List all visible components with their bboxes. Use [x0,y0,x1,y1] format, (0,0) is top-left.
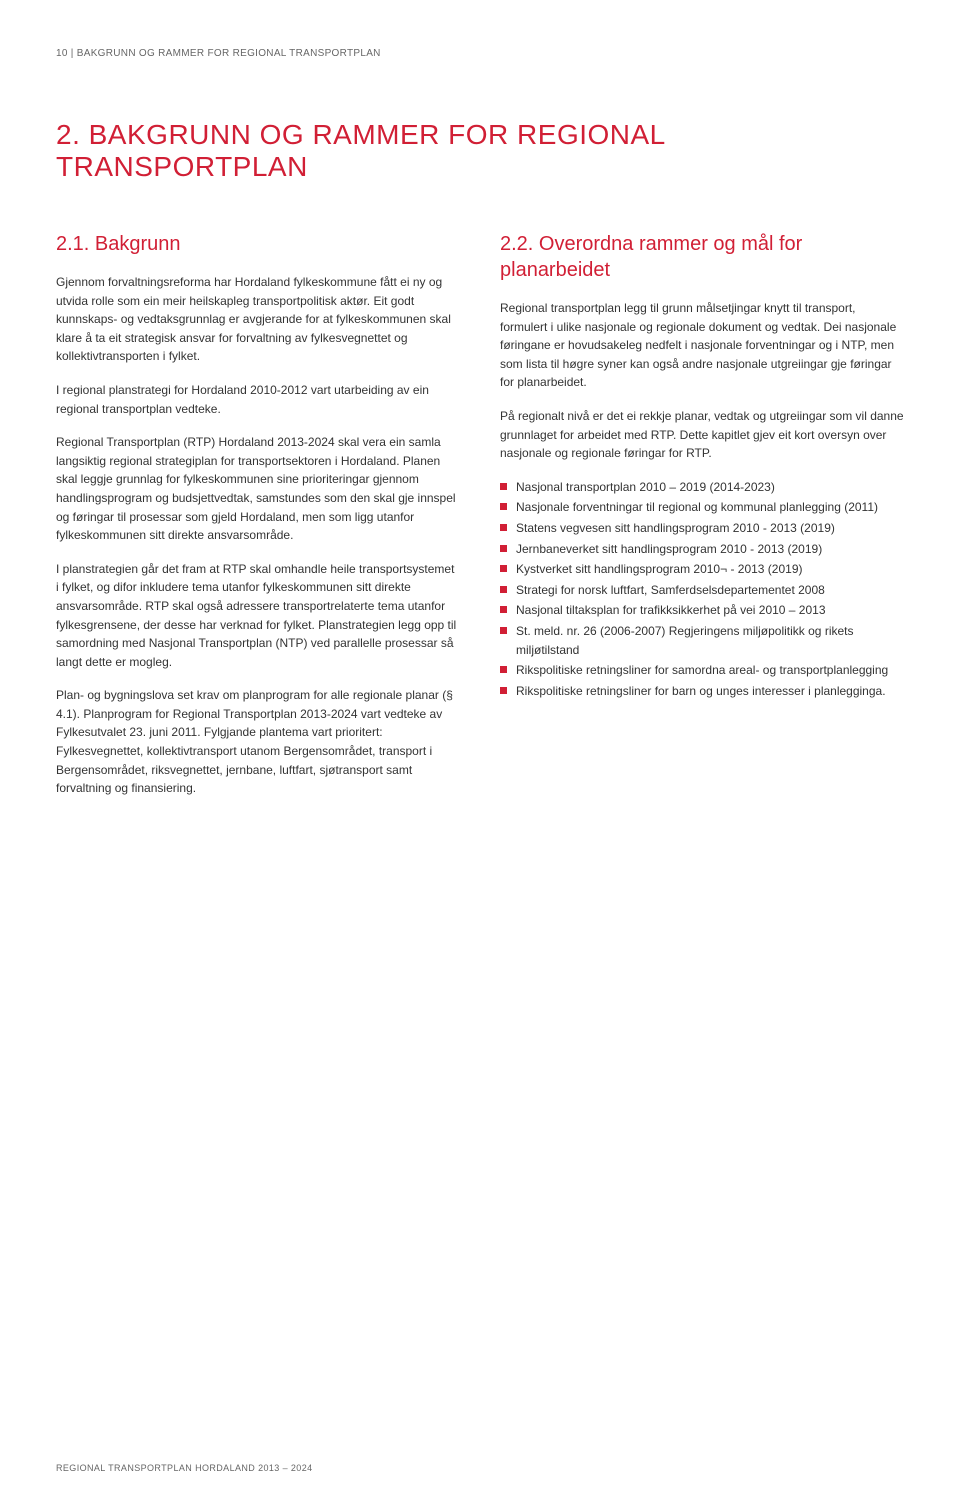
section-2-2-heading: 2.2. Overordna rammer og mål for planarb… [500,231,904,283]
list-item: Kystverket sitt handlingsprogram 2010¬ -… [500,560,904,579]
page-header: 10 | BAKGRUNN OG RAMMER FOR REGIONAL TRA… [56,48,904,59]
list-item: Rikspolitiske retningsliner for barn og … [500,682,904,701]
left-paragraph-1: Gjennom forvaltningsreforma har Hordalan… [56,273,460,366]
right-column: 2.2. Overordna rammer og mål for planarb… [500,231,904,813]
left-paragraph-3: Regional Transportplan (RTP) Hordaland 2… [56,433,460,545]
reference-list: Nasjonal transportplan 2010 – 2019 (2014… [500,478,904,701]
section-2-1-heading: 2.1. Bakgrunn [56,231,460,257]
content-columns: 2.1. Bakgrunn Gjennom forvaltningsreform… [56,231,904,813]
list-item: Strategi for norsk luftfart, Samferdsels… [500,581,904,600]
list-item: Statens vegvesen sitt handlingsprogram 2… [500,519,904,538]
right-paragraph-2: På regionalt nivå er det ei rekkje plana… [500,407,904,463]
left-paragraph-2: I regional planstrategi for Hordaland 20… [56,381,460,418]
list-item: Rikspolitiske retningsliner for samordna… [500,661,904,680]
left-paragraph-4: I planstrategien går det fram at RTP ska… [56,560,460,672]
left-paragraph-5: Plan- og bygningslova set krav om planpr… [56,686,460,798]
list-item: Jernbaneverket sitt handlingsprogram 201… [500,540,904,559]
chapter-title: 2. BAKGRUNN OG RAMMER FOR REGIONAL TRANS… [56,119,904,183]
left-column: 2.1. Bakgrunn Gjennom forvaltningsreform… [56,231,460,813]
list-item: Nasjonal transportplan 2010 – 2019 (2014… [500,478,904,497]
list-item: St. meld. nr. 26 (2006-2007) Regjeringen… [500,622,904,659]
right-paragraph-1: Regional transportplan legg til grunn må… [500,299,904,392]
list-item: Nasjonale forventningar til regional og … [500,498,904,517]
list-item: Nasjonal tiltaksplan for trafikksikkerhe… [500,601,904,620]
page-footer: REGIONAL TRANSPORTPLAN HORDALAND 2013 – … [56,1463,313,1473]
